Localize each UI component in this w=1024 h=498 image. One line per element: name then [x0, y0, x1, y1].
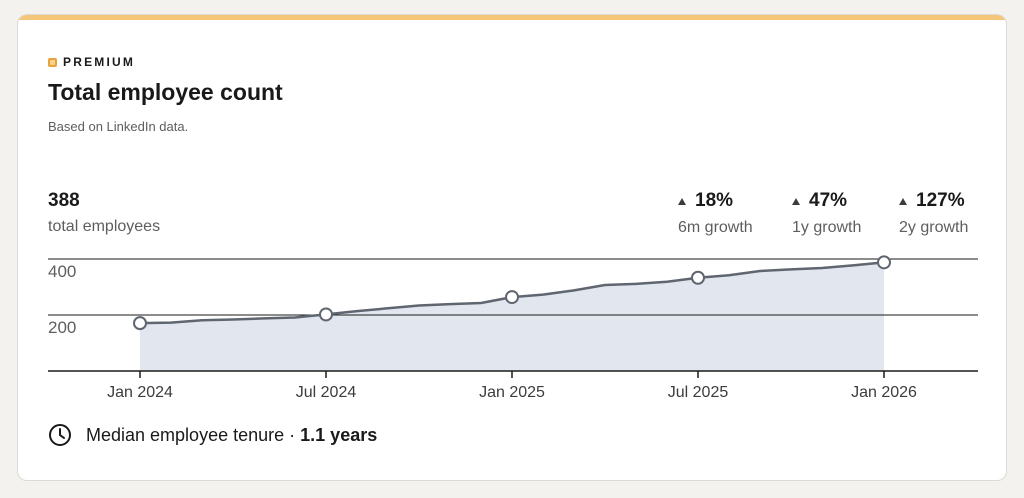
chart-area — [140, 262, 884, 371]
y-tick-label: 400 — [48, 262, 76, 281]
premium-icon — [48, 57, 57, 67]
data-point — [133, 316, 147, 331]
tenure-value: 1.1 years — [300, 424, 378, 445]
data-point — [877, 255, 891, 270]
data-point — [691, 270, 705, 285]
growth-label: 2y growth — [899, 219, 969, 236]
median-tenure: Median employee tenure · 1.1 years — [48, 423, 377, 447]
x-tick-label: Jan 2026 — [851, 384, 917, 401]
growth-6m: 18% 6m growth — [678, 190, 753, 237]
growth-label: 1y growth — [792, 219, 862, 236]
employee-count-card: PREMIUM Total employee count Based on Li… — [17, 14, 1007, 481]
premium-label: PREMIUM — [63, 55, 136, 69]
y-tick-label: 200 — [48, 318, 76, 337]
up-arrow-icon — [792, 197, 800, 205]
growth-value: 18% — [695, 190, 734, 211]
growth-value: 127% — [916, 190, 965, 211]
total-employees-label: total employees — [48, 218, 161, 235]
x-tick-label: Jan 2024 — [107, 384, 173, 401]
data-point — [505, 290, 519, 305]
clock-icon — [49, 424, 71, 446]
card-title: Total employee count — [48, 79, 283, 105]
x-tick-label: Jul 2024 — [296, 384, 357, 401]
growth-1y: 47% 1y growth — [792, 190, 861, 237]
card-accent-bar — [18, 15, 1006, 20]
data-point — [319, 307, 333, 322]
x-tick-label: Jul 2025 — [668, 384, 729, 401]
up-arrow-icon — [899, 197, 907, 205]
growth-label: 6m growth — [678, 219, 753, 236]
tenure-label: Median employee tenure — [86, 424, 285, 445]
total-employees-value: 388 — [48, 190, 80, 211]
x-tick-label: Jan 2025 — [479, 384, 545, 401]
growth-value: 47% — [809, 190, 848, 211]
tenure-separator: · — [289, 424, 296, 445]
growth-2y: 127% 2y growth — [899, 190, 968, 237]
up-arrow-icon — [678, 197, 686, 205]
premium-badge: PREMIUM — [48, 55, 135, 69]
card-subtitle: Based on LinkedIn data. — [48, 119, 189, 134]
employee-count-chart: 200 400 Jan 2024 Jul 2024 Jan 2025 Jul 2025 Ja… — [48, 255, 978, 401]
